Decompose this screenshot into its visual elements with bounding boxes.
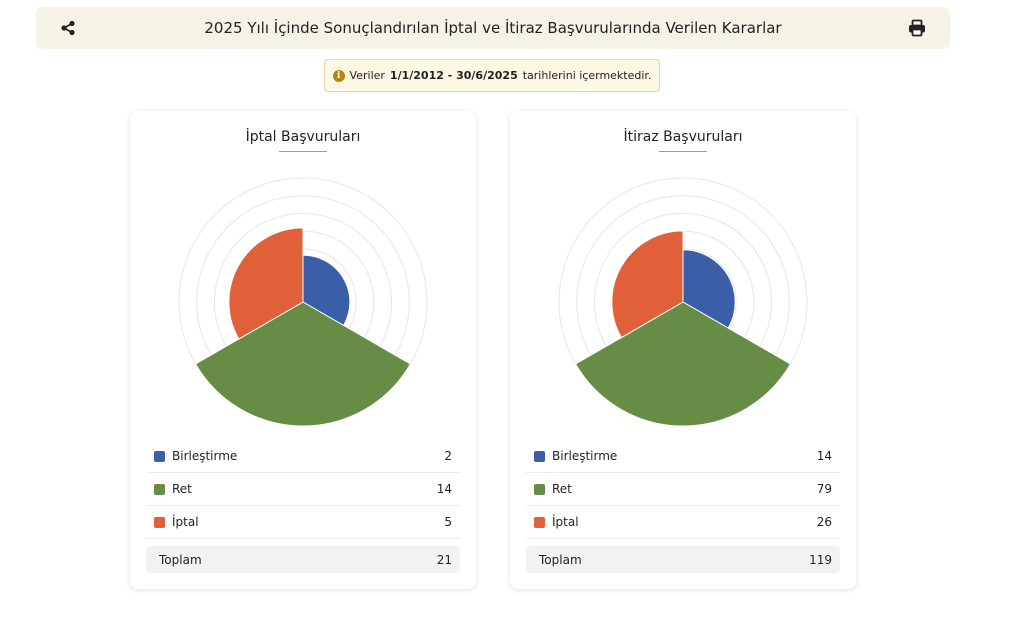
legend: Birleştirme 14 Ret 79 İptal 26 [526, 440, 840, 539]
polar-chart-itiraz [558, 177, 808, 427]
legend-label: Ret [552, 482, 572, 496]
legend-label: Birleştirme [172, 449, 238, 463]
legend-value: 14 [816, 449, 832, 463]
notice-prefix: Veriler [349, 69, 385, 82]
iptal-panel: İptal Başvuruları Birleştirme 2 Ret 14 İ… [130, 111, 476, 589]
notice-date-range: 1/1/2012 - 30/6/2025 [389, 69, 518, 82]
total-row: Toplam 119 [526, 546, 840, 573]
legend-swatch [534, 483, 545, 495]
legend-value: 26 [816, 515, 832, 529]
legend-value: 79 [816, 482, 832, 496]
total-value: 119 [809, 552, 832, 567]
legend-swatch [154, 483, 165, 495]
legend-row-ret: Ret 14 [146, 473, 460, 506]
legend-row-iptal: İptal 5 [146, 506, 460, 539]
legend-row-birlestirme: Birleştirme 2 [146, 440, 460, 473]
legend-value: 14 [436, 482, 452, 496]
legend-value: 2 [444, 449, 452, 463]
title-underline [659, 151, 707, 152]
itiraz-panel: İtiraz Başvuruları Birleştirme 14 Ret 79… [510, 111, 856, 589]
total-label: Toplam [159, 552, 202, 567]
panel-title: İtiraz Başvuruları [623, 129, 743, 145]
total-label: Toplam [539, 552, 582, 567]
slice-ret[interactable] [194, 301, 412, 427]
slice-birle-tirme[interactable] [302, 254, 351, 327]
legend-label: İptal [552, 515, 579, 529]
slice-ret[interactable] [574, 301, 792, 427]
slice-i-ptal[interactable] [611, 230, 684, 339]
title-underline [279, 151, 327, 152]
header-bar: 2025 Yılı İçinde Sonuçlandırılan İptal v… [36, 7, 950, 49]
legend-row-iptal: İptal 26 [526, 506, 840, 539]
legend-swatch [154, 450, 165, 462]
print-icon[interactable] [908, 19, 926, 37]
notice-suffix: tarihlerini içermektedir. [522, 69, 652, 82]
panel-title: İptal Başvuruları [245, 129, 361, 145]
legend-row-birlestirme: Birleştirme 14 [526, 440, 840, 473]
share-icon[interactable] [60, 20, 76, 36]
polar-chart-iptal [178, 177, 428, 427]
date-range-notice: i Veriler 1/1/2012 - 30/6/2025 tarihleri… [324, 59, 660, 92]
legend-label: Ret [172, 482, 192, 496]
total-value: 21 [436, 552, 452, 567]
legend-row-ret: Ret 79 [526, 473, 840, 506]
slice-i-ptal[interactable] [228, 227, 304, 340]
legend-value: 5 [444, 515, 452, 529]
slice-birle-tirme[interactable] [682, 249, 736, 329]
legend: Birleştirme 2 Ret 14 İptal 5 [146, 440, 460, 539]
legend-swatch [154, 516, 165, 528]
total-row: Toplam 21 [146, 546, 460, 573]
legend-swatch [534, 516, 545, 528]
legend-swatch [534, 450, 545, 462]
legend-label: Birleştirme [552, 449, 618, 463]
page-title: 2025 Yılı İçinde Sonuçlandırılan İptal v… [204, 19, 782, 37]
legend-label: İptal [172, 515, 199, 529]
info-icon: i [332, 69, 345, 82]
